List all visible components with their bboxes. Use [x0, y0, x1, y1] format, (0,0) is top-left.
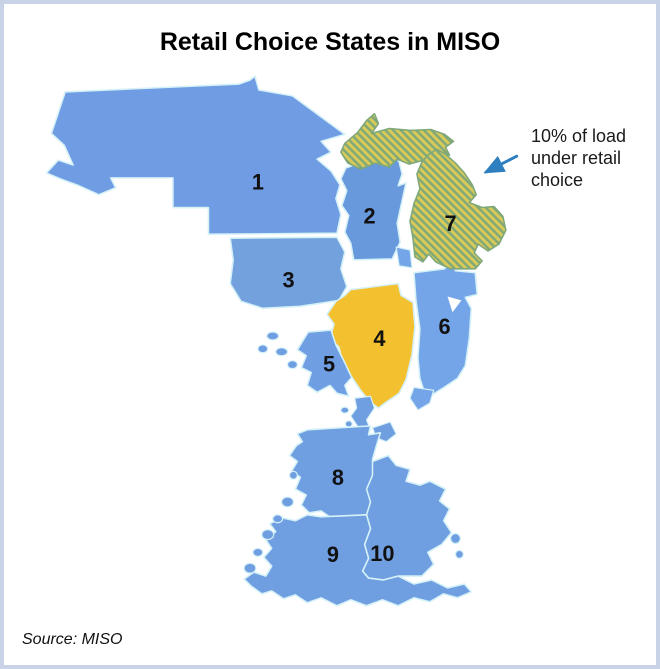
figure-title: Retail Choice States in MISO	[159, 28, 501, 56]
river-fragment	[350, 395, 376, 431]
fringe-island	[243, 562, 257, 574]
region-5-shape	[296, 329, 353, 398]
region-3-shape	[229, 236, 348, 310]
fringe-island	[288, 470, 298, 480]
region-5-island	[266, 331, 280, 341]
annotation-arrow	[483, 154, 519, 174]
region-9-label: 9	[327, 542, 339, 567]
annotation-line: 10% of load	[531, 126, 627, 146]
region-1-label: 1	[252, 170, 264, 195]
fringe-island	[252, 547, 264, 557]
region-7-mitten-shape	[409, 148, 507, 270]
region-6-fragment	[409, 386, 435, 411]
source-note: Source: MISO	[22, 631, 123, 648]
fringe-island	[272, 514, 284, 524]
region-5-island	[257, 344, 269, 354]
region-6-label: 6	[439, 314, 451, 339]
region-5-island	[275, 347, 289, 357]
region-5-label: 5	[323, 352, 335, 377]
fringe-island	[454, 549, 464, 559]
fringe-island	[281, 496, 295, 508]
region-4-label: 4	[373, 326, 385, 351]
indiana-lake-notch	[447, 296, 462, 313]
region-8-shape	[288, 425, 382, 519]
miso-map: 1 2 3 4 5 6 7 8 9 10	[45, 75, 519, 607]
region-8-label: 8	[332, 465, 344, 490]
fringe-island	[449, 532, 461, 545]
region-6-fragment	[395, 246, 413, 269]
region-3-label: 3	[282, 268, 294, 293]
region-6-shape	[413, 261, 478, 398]
region-10-label: 10	[370, 541, 394, 566]
river-fragment	[340, 406, 350, 414]
region-7-label: 7	[444, 211, 456, 236]
region-2-label: 2	[363, 203, 375, 228]
annotation-line: choice	[531, 170, 584, 190]
annotation-callout: 10% of load under retail choice	[531, 125, 656, 191]
region-9-shape	[243, 514, 473, 607]
fringe-island	[261, 529, 275, 541]
region-7-upper-peninsula-shape	[340, 112, 455, 170]
region-5-island	[286, 360, 298, 370]
annotation-line: under retail	[531, 148, 622, 168]
river-fragment	[344, 420, 353, 428]
region-1-shape	[45, 75, 346, 236]
